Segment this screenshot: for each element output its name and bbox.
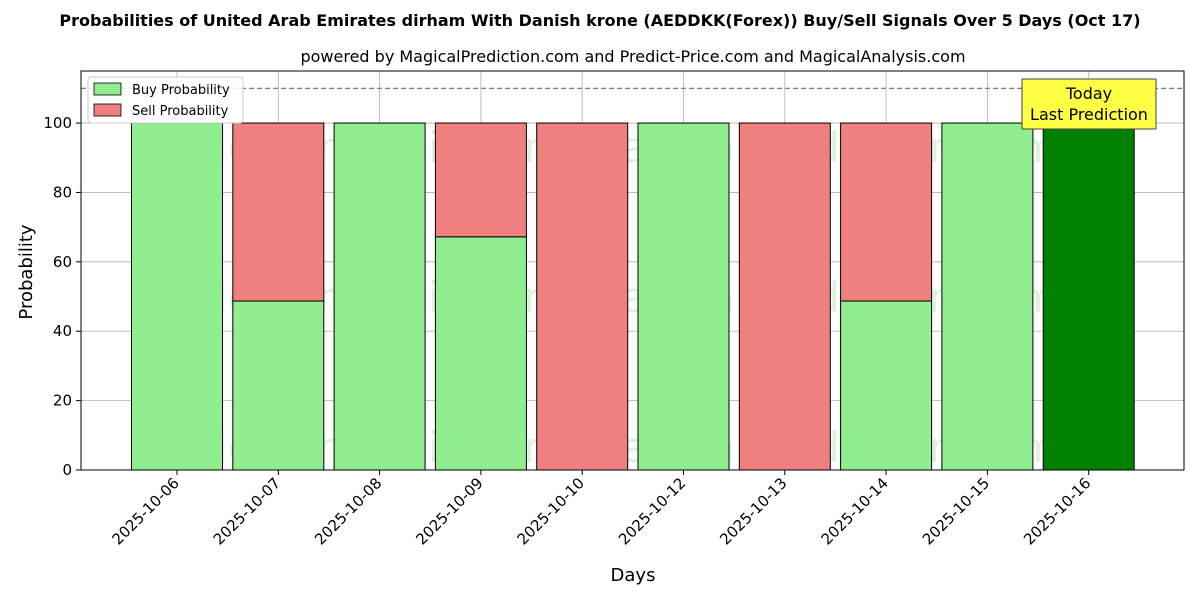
x-tick-label: 2025-10-07: [210, 474, 284, 548]
y-tick-label: 80: [53, 183, 72, 201]
annotation-box: [1021, 78, 1157, 130]
legend-sell-label: Sell Probability: [132, 104, 229, 119]
bar-buy: [434, 236, 527, 471]
chart-title: Probabilities of United Arab Emirates di…: [59, 11, 1140, 30]
annotation-line1: Today: [1065, 84, 1112, 103]
annotation-line2: Last Prediction: [1030, 105, 1148, 124]
x-tick-label: 2025-10-08: [311, 474, 385, 548]
legend-sell-swatch: [93, 103, 122, 117]
x-tick-label: 2025-10-15: [919, 474, 993, 548]
chart-subtitle: powered by MagicalPrediction.com and Pre…: [300, 47, 965, 66]
y-tick-label: 40: [53, 322, 72, 340]
bar-sell: [232, 122, 325, 302]
plot-frame: [80, 70, 1185, 471]
x-tick-label: 2025-10-09: [412, 474, 486, 548]
x-axis-label: Days: [611, 565, 656, 586]
bar-buy: [637, 122, 730, 471]
bar-buy: [131, 122, 223, 471]
legend-buy-swatch: [93, 82, 122, 96]
bar-buy: [232, 300, 325, 471]
y-axis: 0 20 40 60 80 100: [43, 114, 81, 479]
x-tick-label: 2025-10-06: [108, 474, 182, 548]
bar-sell: [840, 122, 933, 302]
bar-sell: [434, 122, 527, 238]
bar-sell: [738, 122, 831, 471]
y-tick-label: 0: [62, 461, 72, 479]
bar-buy: [1042, 122, 1135, 471]
today-annotation: Today Last Prediction: [1021, 78, 1157, 130]
y-tick-label: 60: [53, 253, 72, 271]
legend-frame: [87, 76, 244, 124]
bar-sell: [536, 122, 629, 471]
bar-buy: [840, 300, 933, 471]
y-tick-label: 20: [53, 392, 72, 410]
legend: Buy Probability Sell Probability: [87, 76, 244, 124]
legend-buy-label: Buy Probability: [132, 83, 230, 98]
y-axis-label: Probability: [16, 224, 37, 319]
bar-buy: [333, 122, 426, 471]
x-tick-label: 2025-10-14: [818, 474, 892, 548]
y-tick-label: 100: [43, 114, 72, 132]
bars: [131, 122, 1135, 471]
x-tick-label: 2025-10-10: [514, 474, 588, 548]
x-axis: 2025-10-06 2025-10-07 2025-10-08 2025-10-09…: [108, 470, 1095, 548]
x-tick-label: 2025-10-13: [716, 474, 790, 548]
x-tick-label: 2025-10-12: [615, 474, 689, 548]
bar-buy: [941, 122, 1034, 471]
x-tick-label: 2025-10-16: [1020, 474, 1094, 548]
